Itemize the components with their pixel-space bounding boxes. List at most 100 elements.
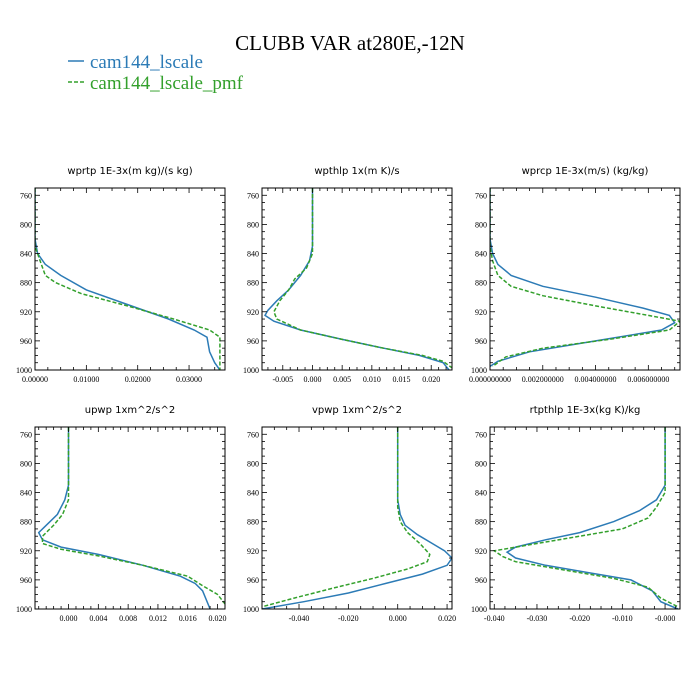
y-tick-label: 840 — [475, 250, 487, 259]
series-line-lscale — [35, 188, 221, 370]
legend-label-1: cam144_lscale — [90, 52, 203, 73]
x-tick-label: 0.02000 — [125, 375, 151, 384]
x-tick-label: 0.020 — [209, 614, 227, 623]
series-line-lscale — [505, 427, 679, 609]
y-tick-label: 800 — [475, 459, 487, 468]
y-tick-label: 880 — [247, 518, 259, 527]
y-tick-label: 1000 — [16, 366, 32, 375]
y-tick-label: 800 — [20, 220, 32, 229]
panel-5: vpwp 1xm^2/s^2 760 800 840 880 920 960 1000 -0.0… — [243, 405, 456, 623]
panel-title: wprcp 1E-3x(m/s) (kg/kg) — [522, 166, 649, 177]
y-tick-label: 760 — [247, 430, 259, 439]
panel-title: vpwp 1xm^2/s^2 — [312, 405, 402, 416]
y-tick-label: 800 — [247, 459, 259, 468]
x-tick-label: 0.010 — [363, 375, 381, 384]
x-tick-label: 0.012 — [149, 614, 167, 623]
y-tick-label: 920 — [475, 547, 487, 556]
x-tick-label: 0.020 — [422, 375, 440, 384]
x-tick-label: 0.006000000 — [627, 375, 669, 384]
y-tick-label: 880 — [20, 279, 32, 288]
y-tick-label: 960 — [20, 337, 32, 346]
x-tick-label: -0.020 — [569, 614, 590, 623]
y-tick-label: 960 — [247, 576, 259, 585]
plot-frame — [34, 426, 226, 610]
y-tick-label: 960 — [20, 576, 32, 585]
x-tick-label: 0.008 — [119, 614, 137, 623]
x-tick-label: -0.000 — [655, 614, 676, 623]
y-tick-label: 760 — [475, 430, 487, 439]
y-tick-label: 760 — [20, 191, 32, 200]
y-tick-label: 920 — [247, 547, 259, 556]
y-tick-label: 760 — [20, 430, 32, 439]
y-tick-label: 760 — [247, 191, 259, 200]
x-tick-label: -0.005 — [272, 375, 293, 384]
series-line-lscale-pmf — [273, 188, 452, 369]
y-tick-label: 1000 — [471, 605, 487, 614]
y-tick-label: 1000 — [243, 366, 259, 375]
x-tick-label: 0.000 — [389, 614, 407, 623]
plot-frame — [489, 187, 681, 371]
x-tick-label: -0.030 — [527, 614, 548, 623]
plot-frame — [489, 426, 681, 610]
y-tick-label: 920 — [20, 308, 32, 317]
y-tick-label: 840 — [20, 489, 32, 498]
series-line-lscale — [37, 427, 211, 609]
y-tick-label: 800 — [247, 220, 259, 229]
x-tick-label: -0.010 — [612, 614, 633, 623]
series-line-lscale — [262, 427, 452, 609]
y-tick-label: 1000 — [16, 605, 32, 614]
panel-3: wprcp 1E-3x(m/s) (kg/kg) 760 800 840 880 920 9… — [469, 166, 681, 384]
y-tick-label: 840 — [20, 250, 32, 259]
y-tick-label: 840 — [247, 250, 259, 259]
y-tick-label: 760 — [475, 191, 487, 200]
x-tick-label: 0.000 — [303, 375, 321, 384]
x-tick-label: -0.040 — [289, 614, 310, 623]
y-tick-label: 1000 — [243, 605, 259, 614]
legend-label-2: cam144_lscale_pmf — [90, 73, 244, 94]
panel-2: wpthlp 1x(m K)/s 760 800 840 880 920 960 1000 -0… — [243, 166, 453, 384]
y-tick-label: 960 — [475, 337, 487, 346]
x-tick-label: 0.004000000 — [575, 375, 617, 384]
y-tick-label: 880 — [20, 518, 32, 527]
x-tick-label: -0.040 — [484, 614, 505, 623]
x-tick-label: 0.03000 — [176, 375, 202, 384]
x-tick-label: 0.002000000 — [522, 375, 564, 384]
x-tick-label: 0.01000 — [73, 375, 99, 384]
panel-4: upwp 1xm^2/s^2 760 800 840 880 920 960 1000 0.00… — [16, 405, 227, 623]
y-tick-label: 800 — [475, 220, 487, 229]
x-tick-label: 0.016 — [179, 614, 197, 623]
x-tick-label: 0.004 — [89, 614, 107, 623]
x-tick-label: 0.00000 — [22, 375, 48, 384]
series-line-lscale — [490, 188, 676, 368]
panel-title: rtpthlp 1E-3x(kg K)/kg — [530, 405, 641, 416]
figure-title: CLUBB VAR at280E,-12N — [235, 31, 465, 55]
x-tick-label: 0.000 — [60, 614, 78, 623]
y-tick-label: 880 — [475, 279, 487, 288]
series-line-lscale-pmf — [492, 427, 679, 608]
y-tick-label: 1000 — [471, 366, 487, 375]
y-tick-label: 960 — [247, 337, 259, 346]
y-tick-label: 920 — [475, 308, 487, 317]
y-tick-label: 960 — [475, 576, 487, 585]
x-tick-label: 0.000000000 — [469, 375, 511, 384]
x-tick-label: -0.020 — [338, 614, 359, 623]
panels: wprtp 1E-3x(m kg)/(s kg) 760 800 840 880 920 9… — [16, 166, 681, 623]
plot-frame — [34, 187, 226, 371]
y-tick-label: 840 — [475, 489, 487, 498]
series-line-lscale-pmf — [262, 427, 431, 608]
y-tick-label: 880 — [475, 518, 487, 527]
series-line-lscale-pmf — [35, 188, 221, 370]
panel-title: upwp 1xm^2/s^2 — [85, 405, 175, 416]
y-tick-label: 880 — [247, 279, 259, 288]
x-tick-label: 0.005 — [333, 375, 351, 384]
x-tick-label: 0.020 — [438, 614, 456, 623]
series-line-lscale-pmf — [41, 427, 225, 605]
y-tick-label: 800 — [20, 459, 32, 468]
y-tick-label: 920 — [20, 547, 32, 556]
plot-frame — [261, 426, 453, 610]
panel-6: rtpthlp 1E-3x(kg K)/kg 760 800 840 880 920 960… — [471, 405, 681, 623]
panel-title: wprtp 1E-3x(m kg)/(s kg) — [67, 166, 192, 177]
x-tick-label: 0.015 — [393, 375, 411, 384]
legend: cam144_lscale cam144_lscale_pmf — [68, 52, 244, 94]
